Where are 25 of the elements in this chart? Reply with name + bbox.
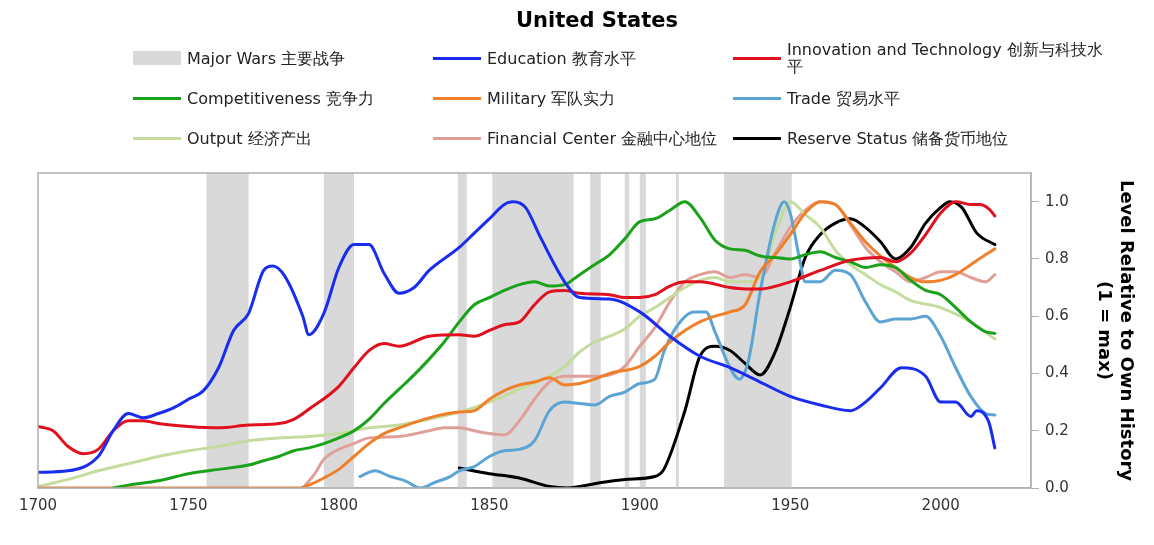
x-tick-label: 1700: [18, 495, 58, 514]
x-tick-label: 1750: [169, 495, 208, 514]
legend-label: Output 经济产出: [187, 128, 312, 148]
x-tick-label: 2000: [921, 495, 960, 514]
y-tick-label: 0.8: [1044, 248, 1069, 267]
x-tick-label: 1900: [620, 495, 659, 514]
line-series: [457, 200, 997, 488]
legend-label: Major Wars 主要战争: [187, 48, 346, 68]
x-tick-label: 1850: [470, 495, 509, 514]
x-tick-label: 1800: [319, 495, 358, 514]
legend-label: Trade 贸易水平: [787, 88, 900, 108]
y-axis-title: Level Relative to Own History (1 = max): [1094, 179, 1138, 482]
legend-label: Competitiveness 竞争力: [187, 88, 375, 108]
legend-label: Financial Center 金融中心地位: [487, 128, 718, 148]
y-tick-label: 0.6: [1044, 306, 1069, 325]
y-tick-label: 1.0: [1044, 191, 1069, 210]
legend-label: Reserve Status 储备货币地位: [787, 128, 1009, 148]
legend-label: Education 教育水平: [487, 48, 636, 68]
y-tick-label: 0.0: [1044, 477, 1069, 496]
chart-title: United States: [515, 8, 679, 32]
x-tick-label: 1950: [771, 495, 810, 514]
y-tick-label: 0.4: [1044, 363, 1069, 382]
legend-label: Innovation and Technology 创新与科技水平: [787, 40, 1104, 76]
legend-label: Military 军队实力: [487, 88, 616, 108]
y-tick-label: 0.2: [1044, 420, 1069, 439]
